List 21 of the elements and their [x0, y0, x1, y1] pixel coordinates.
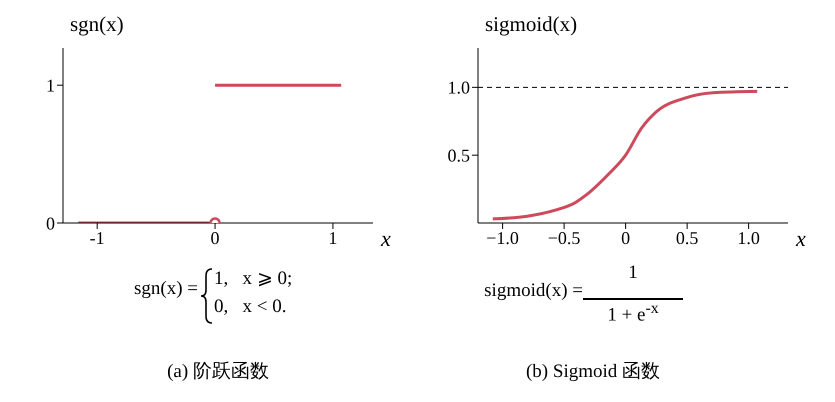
text: 1 + e$^{-x}$: [606, 300, 660, 326]
x-tick-label: −0.5: [548, 228, 580, 248]
x-tick-label: 1.0: [737, 228, 760, 248]
x-axis-title: x: [380, 226, 391, 251]
text: sgn(x) =: [132, 278, 198, 300]
x-tick-label: −1.0: [486, 228, 519, 248]
y-axis-title: sgn(x): [70, 12, 124, 37]
text: (b) Sigmoid 函数: [524, 360, 662, 384]
text: 1: [628, 262, 638, 283]
x-tick-label: -1: [90, 228, 105, 248]
line-series: [491, 90, 759, 220]
x-axis-title: x: [795, 226, 806, 251]
x-tick-label: 0: [210, 228, 220, 248]
x-tick-label: 1: [328, 228, 338, 248]
text: 0, x < 0.: [214, 296, 288, 318]
x-tick-label: 0.5: [676, 228, 698, 248]
text: sigmoid(x) =: [483, 280, 583, 302]
x-tick-label: 0: [621, 228, 630, 248]
text: 1, x ⩾ 0;: [214, 267, 294, 290]
text: (a) 阶跃函数: [166, 360, 270, 384]
y-axis-title: sigmoid(x): [485, 12, 578, 37]
